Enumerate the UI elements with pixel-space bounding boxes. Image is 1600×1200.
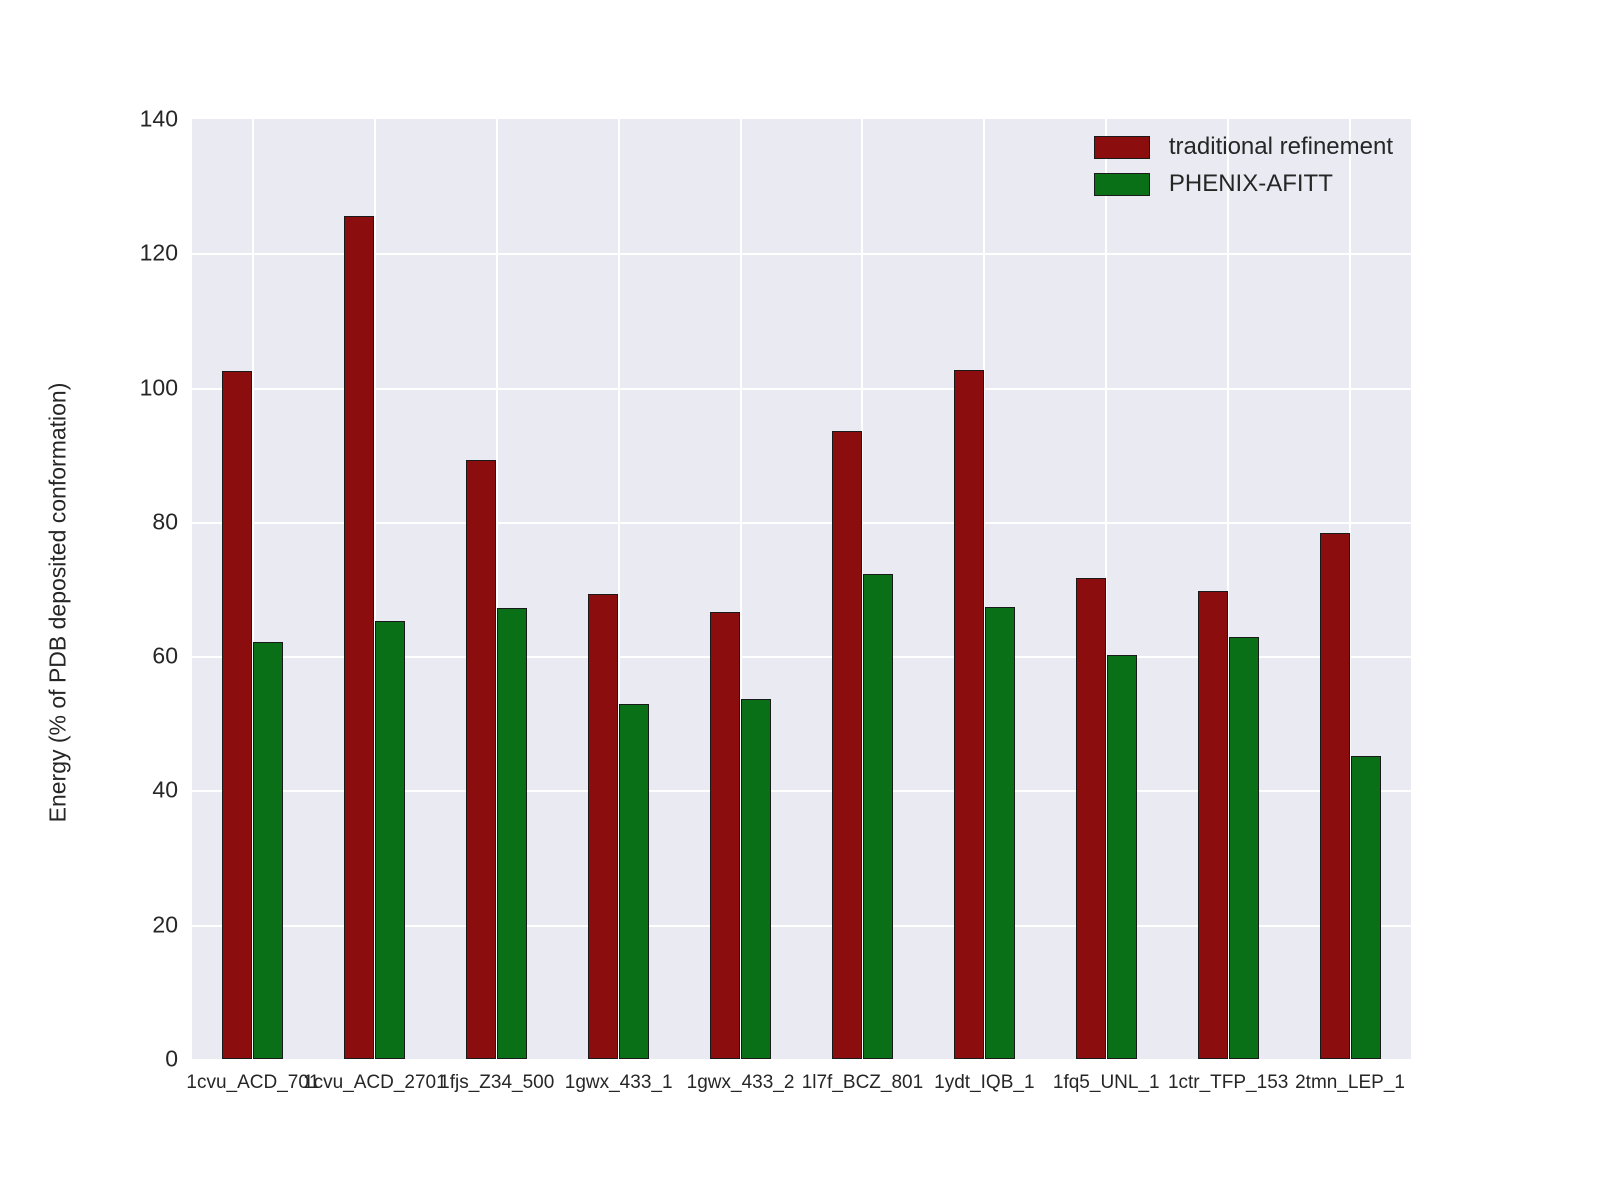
bar [1075, 578, 1106, 1059]
gridline-horizontal [192, 253, 1411, 256]
x-tick-label: 1ctr_TFP_153 [1167, 1072, 1289, 1093]
legend-item: PHENIX-AFITT [1093, 170, 1393, 198]
bar [344, 216, 375, 1059]
legend-swatch [1093, 172, 1150, 196]
x-tick-label: 1fq5_UNL_1 [1052, 1072, 1160, 1093]
x-tick-label: 1l7f_BCZ_801 [801, 1072, 924, 1093]
y-tick-label: 100 [139, 374, 178, 401]
y-tick-label: 140 [139, 105, 178, 132]
bar [1319, 533, 1350, 1059]
gridline-vertical [495, 119, 498, 1059]
gridline-vertical [1105, 119, 1108, 1059]
legend-label: PHENIX-AFITT [1168, 170, 1333, 197]
gridline-vertical [739, 119, 742, 1059]
plot-area: traditional refinement PHENIX-AFITT [192, 119, 1411, 1059]
bar [222, 370, 253, 1059]
gridline-horizontal [192, 924, 1411, 927]
y-tick-label: 80 [152, 508, 178, 535]
x-tick-label: 1cvu_ACD_2701 [303, 1072, 447, 1093]
y-tick-label: 120 [139, 239, 178, 266]
bar [741, 699, 772, 1059]
x-tick-label: 2tmn_LEP_1 [1295, 1072, 1405, 1093]
bar [497, 608, 528, 1059]
bar [588, 593, 619, 1059]
x-tick-label: 1fjs_Z34_500 [439, 1072, 555, 1093]
bar [375, 621, 406, 1059]
gridline-vertical [1227, 119, 1230, 1059]
bar [953, 370, 984, 1059]
bar [253, 642, 284, 1059]
bar [619, 703, 650, 1059]
legend: traditional refinement PHENIX-AFITT [1093, 133, 1393, 198]
bar [1106, 655, 1137, 1059]
bar [984, 607, 1015, 1059]
gridline-horizontal [192, 521, 1411, 524]
gridline-horizontal [192, 656, 1411, 659]
bar [1350, 755, 1381, 1059]
legend-swatch [1093, 135, 1150, 159]
gridline-vertical [861, 119, 864, 1059]
y-tick-label: 20 [152, 911, 178, 938]
gridline-vertical [373, 119, 376, 1059]
legend-item: traditional refinement [1093, 133, 1393, 161]
x-tick-label: 1gwx_433_1 [564, 1072, 673, 1093]
bar [1197, 591, 1228, 1059]
gridline-horizontal [192, 387, 1411, 390]
x-axis-tick-labels: 1cvu_ACD_701 1cvu_ACD_2701 1fjs_Z34_500 1gw… [186, 1072, 1411, 1112]
bar [466, 460, 497, 1059]
bar [710, 611, 741, 1059]
gridline-vertical [251, 119, 254, 1059]
bar [862, 573, 893, 1059]
x-tick-label: 1ydt_IQB_1 [934, 1072, 1035, 1093]
y-tick-label: 0 [165, 1045, 178, 1072]
y-tick-label: 60 [152, 642, 178, 669]
x-tick-label: 1cvu_ACD_701 [186, 1072, 320, 1093]
gridline-horizontal [192, 790, 1411, 793]
y-axis-tick-labels: 0 20 40 60 80 100 120 140 [0, 0, 192, 1072]
y-tick-label: 40 [152, 776, 178, 803]
legend-label: traditional refinement [1168, 133, 1393, 160]
gridline-vertical [983, 119, 986, 1059]
gridline-vertical [1349, 119, 1352, 1059]
bar [831, 430, 862, 1059]
y-axis-label: Energy (% of PDB deposited conformation) [44, 382, 71, 823]
bar [1228, 637, 1259, 1059]
x-tick-label: 1gwx_433_2 [686, 1072, 795, 1093]
gridline-vertical [617, 119, 620, 1059]
